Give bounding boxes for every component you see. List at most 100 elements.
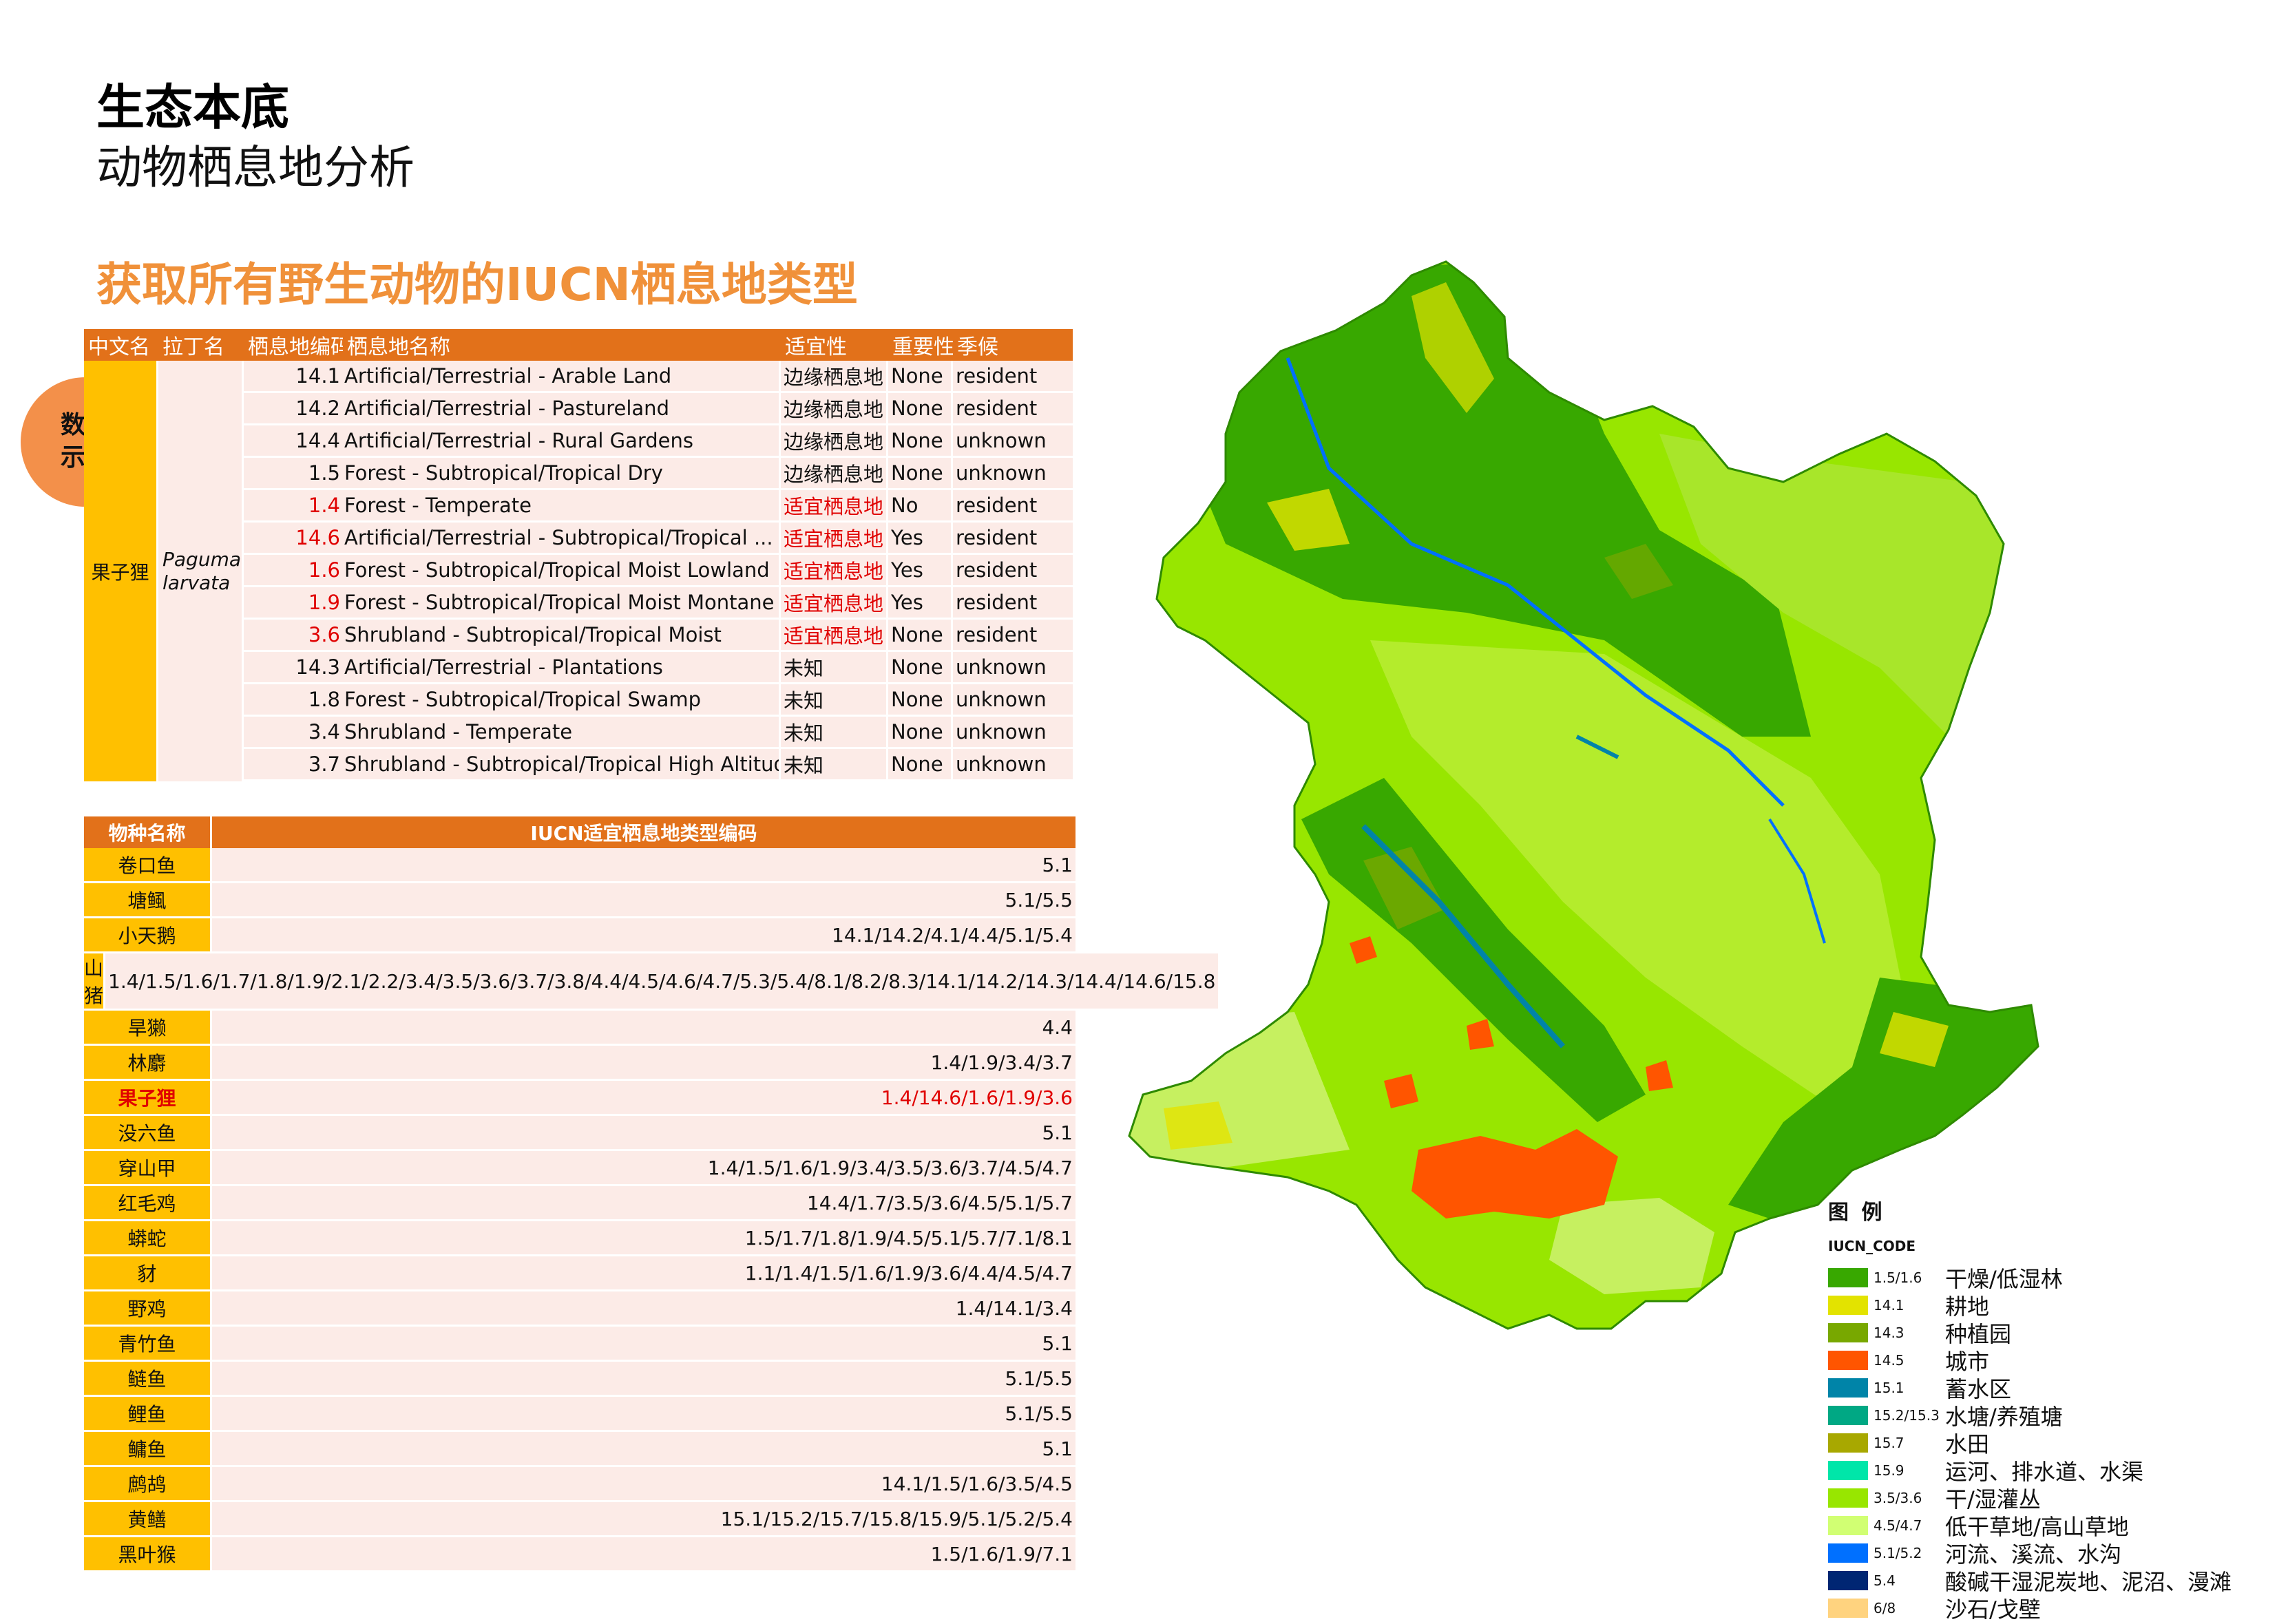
header-importance: 重要性 xyxy=(892,335,953,359)
habitat-row: 14.3 Artificial/Terrestrial - Plantations… xyxy=(244,652,1073,684)
iucn-codes-cell: 4.4 xyxy=(212,1011,1075,1044)
legend-code: 1.5/1.6 xyxy=(1874,1269,1922,1286)
species-row: 鳙鱼 5.1 xyxy=(84,1432,1075,1467)
legend-label: 干/湿灌丛 xyxy=(1945,1486,2041,1512)
species-row: 没六鱼 5.1 xyxy=(84,1116,1075,1151)
habitat-code-cell: 3.7 xyxy=(308,752,340,776)
species-name-cell: 黄鳝 xyxy=(84,1502,212,1535)
iucn-codes-cell: 5.1 xyxy=(212,848,1075,881)
season-cell: unknown xyxy=(956,655,1047,679)
species-name-cell: 旱獭 xyxy=(84,1011,212,1044)
legend-title: 图 例 xyxy=(1828,1201,1885,1225)
header-suitability: 适宜性 xyxy=(785,335,847,359)
species-row: 黑叶猴 1.5/1.6/1.9/7.1 xyxy=(84,1537,1075,1572)
importance-cell: Yes xyxy=(888,587,953,618)
iucn-codes-cell: 5.1/5.5 xyxy=(212,1397,1075,1430)
legend-item: 4.5/4.7 低干草地/高山草地 xyxy=(1828,1512,2269,1540)
species-name-cell: 豺 xyxy=(84,1256,212,1289)
suitability-cell: 边缘栖息地 xyxy=(781,361,888,391)
legend-swatch xyxy=(1828,1406,1868,1425)
legend-items: 1.5/1.6 干燥/低湿林 14.1 耕地 14.3 种植园 14.5 城市 15.1 蓄水区 1… xyxy=(1828,1264,2269,1623)
habitat-code-cell: 1.6 xyxy=(308,558,340,582)
iucn-codes-cell: 5.1 xyxy=(212,1116,1075,1149)
species-row: 蟒蛇 1.5/1.7/1.8/1.9/4.5/5.1/5.7/7.1/8.1 xyxy=(84,1221,1075,1256)
legend-item: 15.1 蓄水区 xyxy=(1828,1374,2269,1402)
species-row: 穿山甲 1.4/1.5/1.6/1.9/3.4/3.5/3.6/3.7/4.5/4… xyxy=(84,1151,1075,1186)
habitat-row: 3.6 Shrubland - Subtropical/Tropical Mois… xyxy=(244,620,1073,652)
legend-code: 14.1 xyxy=(1874,1297,1905,1314)
habitat-row: 14.1 Artificial/Terrestrial - Arable Land… xyxy=(244,361,1073,393)
legend-label: 种植园 xyxy=(1945,1321,2012,1347)
legend-item: 1.5/1.6 干燥/低湿林 xyxy=(1828,1264,2269,1292)
importance-cell: None xyxy=(888,620,953,650)
habitat-name-cell: Artificial/Terrestrial - Subtropical/Tro… xyxy=(343,523,781,553)
suitability-cell: 边缘栖息地 xyxy=(781,425,888,456)
legend-item: 15.7 水田 xyxy=(1828,1429,2269,1457)
legend-field: IUCN_CODE xyxy=(1828,1238,1916,1254)
species-name-cell: 塘鲺 xyxy=(84,883,212,916)
habitat-code-cell: 1.9 xyxy=(308,591,340,614)
suitability-cell: 适宜栖息地 xyxy=(781,523,888,553)
iucn-codes-cell: 1.4/1.5/1.6/1.9/3.4/3.5/3.6/3.7/4.5/4.7 xyxy=(212,1151,1075,1184)
species-row: 小天鹅 14.1/14.2/4.1/4.4/5.1/5.4 xyxy=(84,918,1075,953)
iucn-codes-cell: 14.4/1.7/3.5/3.6/4.5/5.1/5.7 xyxy=(212,1186,1075,1219)
suitability-cell: 适宜栖息地 xyxy=(781,490,888,520)
legend-item: 15.2/15.3 水塘/养殖塘 xyxy=(1828,1402,2269,1430)
legend-item: 3.5/3.6 干/湿灌丛 xyxy=(1828,1484,2269,1512)
legend-swatch xyxy=(1828,1268,1868,1287)
header-habitat-code: 栖息地编码 xyxy=(248,335,343,359)
habitat-name-cell: Forest - Subtropical/Tropical Moist Lowl… xyxy=(343,555,781,585)
habitat-row: 3.7 Shrubland - Subtropical/Tropical High… xyxy=(244,749,1073,781)
habitat-name-cell: Shrubland - Subtropical/Tropical High Al… xyxy=(343,749,781,779)
species-row: 塘鲺 5.1/5.5 xyxy=(84,883,1075,918)
habitat-row: 14.4 Artificial/Terrestrial - Rural Garde… xyxy=(244,425,1073,458)
legend-code: 15.9 xyxy=(1874,1462,1905,1479)
habitat-code-cell: 1.8 xyxy=(308,688,340,711)
species-row: 卷口鱼 5.1 xyxy=(84,848,1075,883)
legend-item: 15.9 运河、排水道、水渠 xyxy=(1828,1457,2269,1485)
legend-label: 水田 xyxy=(1945,1431,1990,1457)
legend-swatch xyxy=(1828,1488,1868,1508)
map-city-patch-4 xyxy=(1646,1060,1673,1091)
map-reservoir-valley xyxy=(1361,824,1565,1048)
species-chinese-name: 果子狸 xyxy=(84,361,158,781)
habitat-row: 1.6 Forest - Subtropical/Tropical Moist L… xyxy=(244,555,1073,587)
iucn-codes-cell: 1.1/1.4/1.5/1.6/1.9/3.6/4.4/4.5/4.7 xyxy=(212,1256,1075,1289)
species-habitat-table: 物种名称 IUCN适宜栖息地类型编码 卷口鱼 5.1 塘鲺 5.1/5.5 小天鹅 14.… xyxy=(84,816,1219,1572)
legend-code: 15.1 xyxy=(1874,1380,1905,1396)
suitability-cell: 边缘栖息地 xyxy=(781,458,888,488)
season-cell: resident xyxy=(956,364,1038,388)
species-row: 野鸡 1.4/14.1/3.4 xyxy=(84,1291,1075,1327)
iucn-codes-cell: 1.4/14.1/3.4 xyxy=(212,1291,1075,1325)
species-row: 鹧鸪 14.1/1.5/1.6/3.5/4.5 xyxy=(84,1467,1075,1502)
map-boundary xyxy=(1128,260,2039,1330)
legend-item: 14.3 种植园 xyxy=(1828,1319,2269,1347)
iucn-codes-cell: 1.5/1.7/1.8/1.9/4.5/5.1/5.7/7.1/8.1 xyxy=(212,1221,1075,1254)
legend-item: 6/8 沙石/戈壁 xyxy=(1828,1594,2269,1623)
suitability-cell: 边缘栖息地 xyxy=(781,393,888,423)
importance-cell: None xyxy=(888,652,953,682)
legend-label: 耕地 xyxy=(1945,1294,1990,1320)
legend-swatch xyxy=(1828,1516,1868,1535)
habitat-name-cell: Shrubland - Subtropical/Tropical Moist xyxy=(343,620,781,650)
season-cell: unknown xyxy=(956,461,1047,485)
header-species-name: 物种名称 xyxy=(84,816,212,848)
iucn-codes-cell: 15.1/15.2/15.7/15.8/15.9/5.1/5.2/5.4 xyxy=(212,1502,1075,1535)
header-latin-name: 拉丁名 xyxy=(162,335,224,359)
map-river-north xyxy=(1286,357,1785,807)
habitat-rows: 14.1 Artificial/Terrestrial - Arable Land… xyxy=(244,361,1073,781)
habitat-name-cell: Shrubland - Temperate xyxy=(343,717,781,747)
season-cell: resident xyxy=(956,591,1038,614)
map-city-area xyxy=(1412,1129,1618,1219)
legend-swatch xyxy=(1828,1378,1868,1398)
importance-cell: None xyxy=(888,393,953,423)
habitat-code-cell: 14.3 xyxy=(295,655,340,679)
header-iucn-codes: IUCN适宜栖息地类型编码 xyxy=(530,822,757,845)
importance-cell: None xyxy=(888,458,953,488)
season-cell: unknown xyxy=(956,688,1047,711)
habitat-name-cell: Artificial/Terrestrial - Rural Gardens xyxy=(343,425,781,456)
habitat-code-cell: 3.4 xyxy=(308,720,340,744)
habitat-code-cell: 14.1 xyxy=(295,364,340,388)
suitability-cell: 未知 xyxy=(781,684,888,715)
suitability-cell: 适宜栖息地 xyxy=(781,587,888,618)
